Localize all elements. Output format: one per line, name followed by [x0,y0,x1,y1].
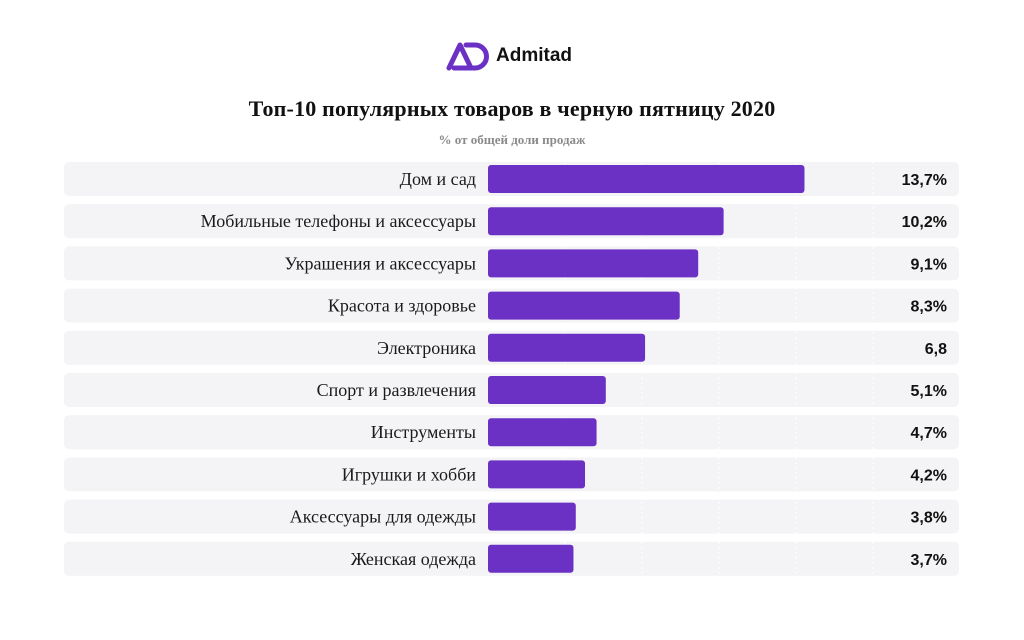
category-label: Украшения и аксессуары [285,253,476,273]
bar [488,207,724,236]
bar [488,165,805,193]
category-label: Дом и сад [400,169,476,189]
value-label: 10,2% [902,214,947,231]
bar [488,418,597,447]
value-label: 4,2% [911,467,947,484]
value-label: 5,1% [911,383,947,400]
category-label: Женская одежда [351,549,476,569]
value-label: 4,7% [911,425,947,442]
bar [488,460,586,489]
category-label: Игрушки и хобби [342,464,477,484]
chart-subtitle: % от общей доли продаж [438,132,586,147]
value-label: 13,7% [902,172,947,189]
category-label: Спорт и развлечения [317,380,476,400]
bar [488,249,699,278]
brand-logo: Admitad [446,40,572,72]
value-label: 9,1% [911,256,947,273]
category-label: Красота и здоровье [328,296,476,316]
admitad-ad-mark-icon [446,41,490,71]
category-label: Мобильные телефоны и аксессуары [201,211,476,231]
category-label: Аксессуары для одежды [290,507,476,527]
chart-title: Топ-10 популярных товаров в черную пятни… [248,96,776,121]
category-label: Электроника [377,338,476,358]
bar [488,333,646,362]
value-label: 6,8 [925,341,947,358]
bar [488,544,574,573]
value-label: 3,7% [911,552,947,569]
bar [488,291,680,320]
bar [488,376,606,404]
bar [488,502,576,531]
category-label: Инструменты [371,422,476,442]
brand-name: Admitad [496,45,572,66]
value-label: 8,3% [911,299,947,316]
value-label: 3,8% [911,510,947,527]
